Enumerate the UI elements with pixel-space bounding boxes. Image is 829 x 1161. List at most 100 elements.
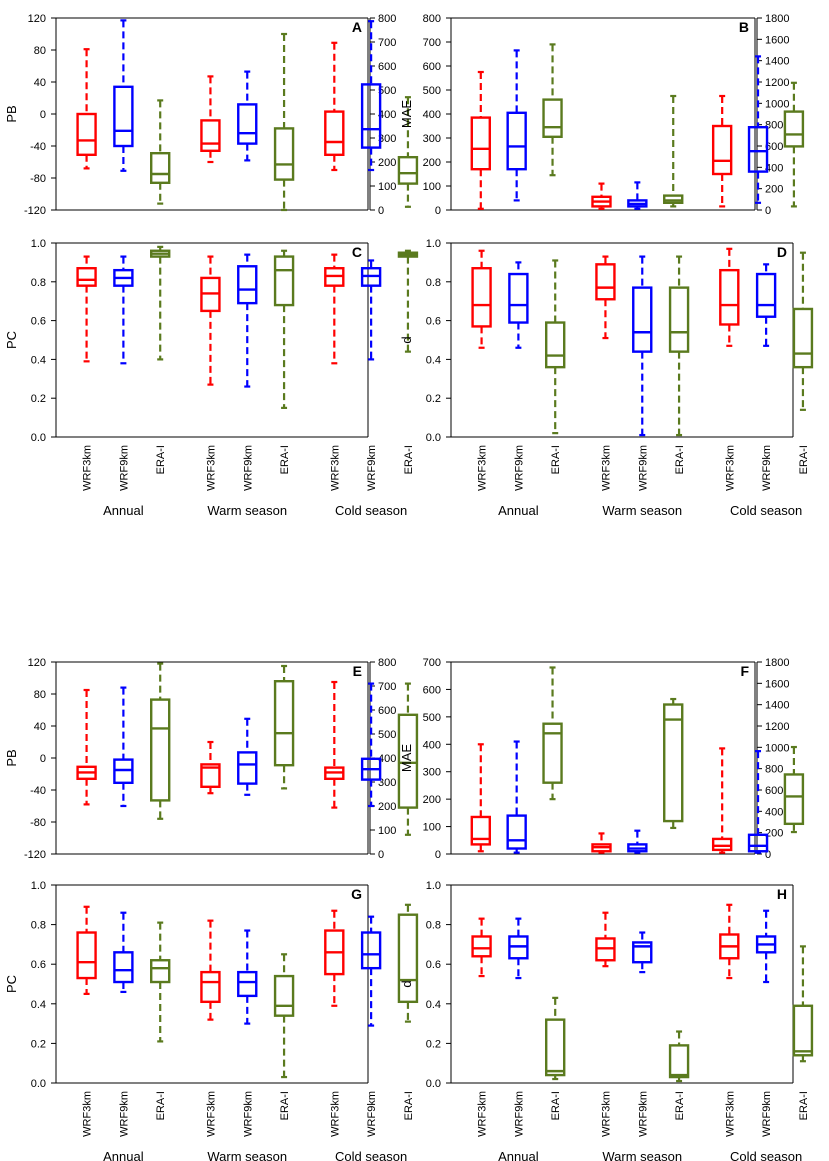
- y-tick-label: 800: [423, 13, 441, 25]
- iqr-box: [792, 307, 814, 369]
- box-erai: [668, 1030, 690, 1083]
- category-label: ERA-I: [550, 445, 562, 474]
- iqr-box: [237, 751, 258, 785]
- panel-letter: G: [351, 886, 362, 902]
- panel-f: 7006005004003002001000180016001400120010…: [399, 657, 805, 861]
- y-tick-label: 0.2: [426, 1038, 441, 1050]
- box-wrf3km: [76, 688, 97, 806]
- y-tick-label: 400: [423, 109, 441, 121]
- box-erai: [545, 996, 566, 1081]
- group-label: Cold season: [335, 503, 407, 518]
- box-erai: [668, 255, 690, 437]
- category-label: ERA-I: [403, 445, 415, 474]
- iqr-box: [113, 85, 134, 148]
- category-label: WRF3km: [329, 1091, 341, 1137]
- y-tick-label: 300: [423, 767, 441, 779]
- box-wrf9km: [113, 686, 134, 808]
- category-label: WRF9km: [761, 1091, 773, 1137]
- group-label: Cold season: [730, 1149, 802, 1161]
- iqr-box: [470, 116, 491, 171]
- panel-b: 8007006005004003002001000180016001400120…: [399, 13, 805, 217]
- category-label: WRF9km: [513, 445, 525, 491]
- iqr-box: [506, 814, 527, 850]
- category-label: WRF3km: [477, 445, 489, 491]
- y-tick-label: 40: [34, 721, 46, 733]
- box-wrf3km: [711, 94, 733, 208]
- y-tick-label: 1.0: [426, 880, 441, 892]
- right-y-tick-label: 1800: [765, 13, 789, 25]
- y-tick-label: 1.0: [31, 880, 46, 892]
- category-label: WRF3km: [205, 1091, 217, 1137]
- y-tick-label: 300: [423, 133, 441, 145]
- box-erai: [663, 697, 684, 830]
- panels-layer: 12080400-40-80-1208007006005004003002001…: [4, 13, 814, 1161]
- iqr-box: [273, 127, 295, 181]
- iqr-box: [508, 272, 529, 324]
- panel-letter: D: [777, 244, 787, 260]
- group-label: Warm season: [207, 503, 287, 518]
- y-tick-label: 0.6: [31, 316, 46, 328]
- y-tick-label: 1.0: [31, 238, 46, 250]
- iqr-box: [783, 773, 805, 826]
- y-tick-label: 0.8: [31, 277, 46, 289]
- iqr-box: [755, 272, 777, 318]
- right-y-tick-label: 800: [765, 120, 783, 132]
- y-axis-title: MAE: [399, 100, 414, 129]
- iqr-box: [545, 321, 566, 369]
- box-wrf3km: [471, 249, 492, 349]
- right-y-tick-label: 600: [765, 785, 783, 797]
- iqr-box: [76, 267, 97, 287]
- iqr-box: [542, 722, 563, 784]
- panel-letter: A: [352, 19, 362, 35]
- box-wrf9km: [113, 255, 134, 365]
- iqr-box: [792, 1004, 814, 1057]
- right-y-tick-label: 1200: [765, 77, 789, 89]
- right-y-tick-label: 200: [765, 828, 783, 840]
- box-wrf3km: [324, 680, 345, 809]
- box-wrf9km: [113, 911, 134, 994]
- right-y-tick-label: 500: [378, 729, 396, 741]
- iqr-box: [632, 286, 653, 353]
- box-wrf9km: [755, 263, 777, 347]
- group-label: Warm season: [602, 503, 682, 518]
- right-y-tick-label: 700: [378, 37, 396, 49]
- box-wrf9km: [506, 49, 527, 202]
- box-erai: [783, 745, 805, 834]
- right-y-tick-label: 0: [378, 849, 384, 861]
- y-tick-label: -80: [30, 173, 46, 185]
- right-y-tick-label: 0: [765, 205, 771, 217]
- category-label: ERA-I: [279, 1091, 291, 1120]
- y-tick-label: 100: [423, 181, 441, 193]
- box-wrf3km: [470, 743, 491, 853]
- box-wrf9km: [632, 931, 653, 974]
- iqr-box: [237, 265, 258, 305]
- iqr-box: [360, 83, 382, 149]
- box-wrf9km: [632, 255, 653, 437]
- right-y-tick-label: 500: [378, 85, 396, 97]
- box-erai: [397, 682, 419, 836]
- iqr-box: [150, 959, 171, 984]
- right-y-tick-label: 600: [378, 61, 396, 73]
- iqr-box: [150, 698, 171, 802]
- iqr-box: [471, 935, 492, 958]
- y-tick-label: 700: [423, 657, 441, 669]
- box-wrf9km: [237, 70, 258, 162]
- box-erai: [150, 245, 171, 361]
- box-wrf9km: [627, 181, 648, 210]
- y-axis-title: PB: [4, 749, 19, 766]
- group-label: Warm season: [602, 1149, 682, 1161]
- box-wrf3km: [470, 70, 491, 210]
- box-erai: [150, 99, 171, 205]
- box-erai: [542, 43, 563, 177]
- box-wrf3km: [324, 909, 345, 1007]
- iqr-box: [632, 941, 653, 964]
- panel-letter: H: [777, 886, 787, 902]
- y-tick-label: 40: [34, 77, 46, 89]
- y-tick-label: 500: [423, 85, 441, 97]
- right-y-tick-label: 700: [378, 681, 396, 693]
- y-tick-label: 0.4: [31, 999, 46, 1011]
- category-label: ERA-I: [155, 1091, 167, 1120]
- box-wrf9km: [360, 682, 382, 808]
- right-y-tick-label: 400: [378, 109, 396, 121]
- iqr-box: [470, 815, 491, 846]
